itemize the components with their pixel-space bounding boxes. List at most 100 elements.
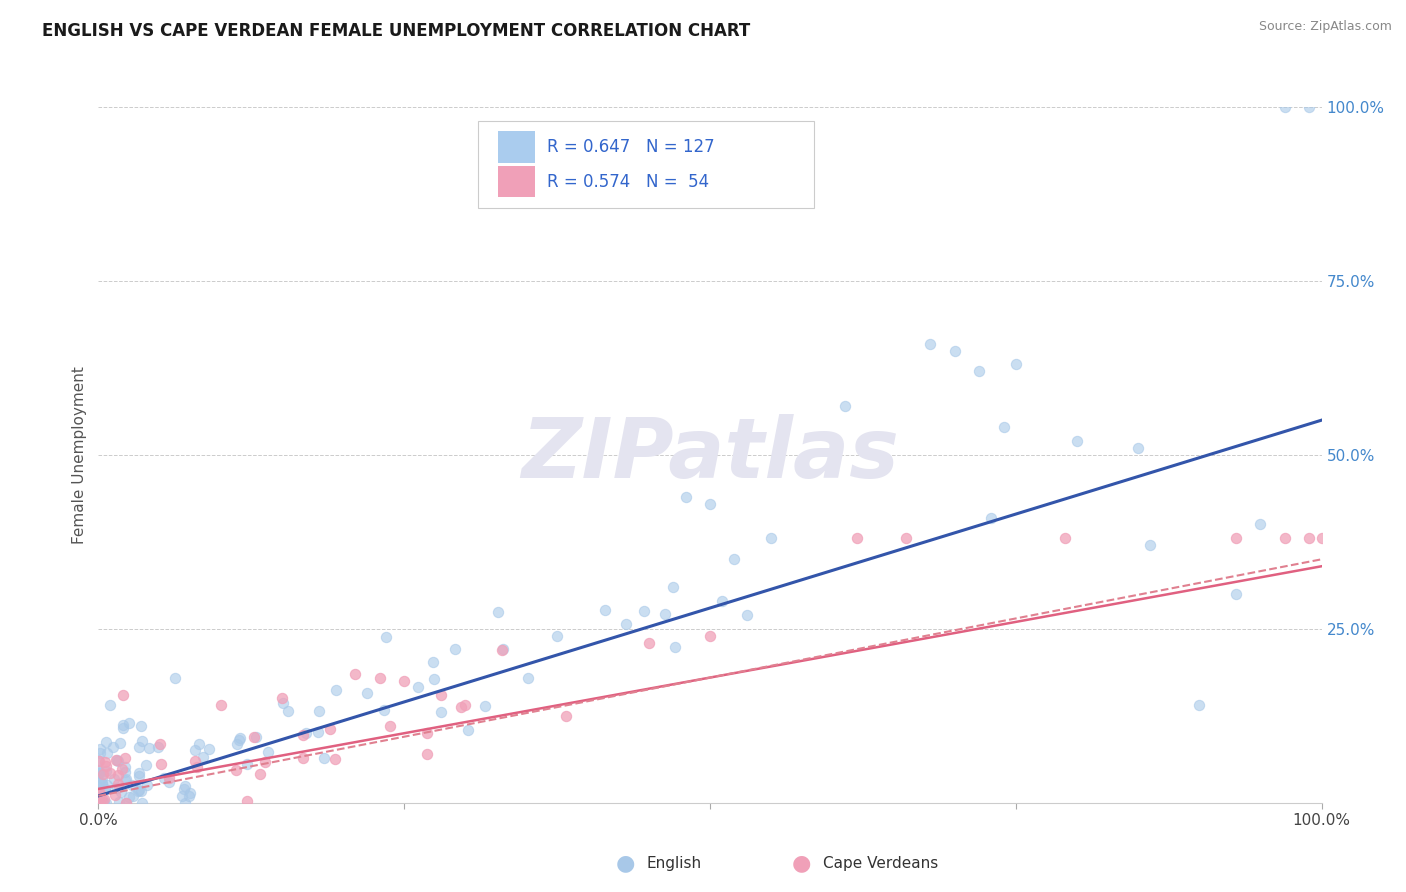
Point — [257, 745, 280, 759]
Point — [474, 698, 496, 713]
Point — [1274, 532, 1296, 546]
Point — [1139, 538, 1161, 552]
Point — [344, 667, 367, 681]
Point — [249, 766, 271, 780]
Point — [96, 747, 118, 761]
Point — [111, 721, 134, 735]
Point — [1053, 532, 1076, 546]
Point — [93, 796, 115, 810]
Point — [423, 673, 446, 687]
Point — [103, 740, 125, 755]
Point — [148, 739, 170, 754]
Point — [236, 794, 259, 808]
Text: ●: ● — [792, 854, 811, 873]
Point — [654, 607, 676, 621]
Point — [406, 680, 429, 694]
Point — [1249, 517, 1271, 532]
Point — [373, 703, 395, 717]
Point — [228, 731, 250, 746]
Point — [89, 747, 111, 761]
Point — [111, 762, 134, 776]
Point — [187, 737, 209, 751]
Point — [87, 786, 110, 800]
Point — [87, 790, 110, 805]
Point — [454, 698, 477, 713]
Point — [226, 738, 249, 752]
Point — [96, 764, 118, 778]
Point — [87, 793, 110, 807]
Point — [711, 594, 734, 608]
Point — [1298, 532, 1320, 546]
Point — [105, 753, 128, 767]
Point — [173, 781, 195, 796]
Point — [633, 604, 655, 618]
Point — [114, 765, 136, 780]
Text: ENGLISH VS CAPE VERDEAN FEMALE UNEMPLOYMENT CORRELATION CHART: ENGLISH VS CAPE VERDEAN FEMALE UNEMPLOYM… — [42, 22, 751, 40]
Point — [96, 778, 118, 792]
Point — [1004, 358, 1026, 372]
Point — [228, 732, 250, 747]
Point — [292, 751, 315, 765]
Bar — [498, 166, 536, 197]
Point — [179, 786, 201, 800]
Point — [270, 691, 294, 706]
Point — [87, 796, 110, 810]
Point — [492, 642, 515, 657]
Point — [235, 757, 257, 772]
Point — [153, 772, 176, 786]
Point — [87, 793, 110, 807]
Point — [87, 765, 110, 780]
Point — [87, 763, 110, 777]
Point — [993, 420, 1015, 434]
Point — [593, 603, 616, 617]
Point — [93, 792, 115, 806]
Point — [87, 764, 110, 778]
Point — [131, 796, 153, 810]
Point — [1225, 532, 1247, 546]
Point — [96, 758, 118, 772]
Point — [735, 607, 758, 622]
Point — [368, 671, 391, 685]
Point — [429, 706, 451, 720]
Text: English: English — [647, 856, 702, 871]
Point — [90, 777, 112, 791]
Point — [121, 789, 143, 803]
Bar — [498, 131, 536, 162]
Point — [378, 719, 401, 733]
Point — [430, 688, 453, 702]
Point — [107, 754, 129, 768]
Point — [546, 629, 568, 643]
Point — [980, 510, 1002, 524]
Point — [114, 772, 136, 786]
Point — [723, 552, 745, 566]
Point — [108, 735, 131, 749]
Point — [356, 686, 378, 700]
Point — [699, 497, 721, 511]
Point — [920, 336, 942, 351]
Point — [108, 795, 131, 809]
Point — [834, 399, 856, 413]
Point — [894, 532, 917, 546]
Point — [128, 769, 150, 783]
Point — [157, 771, 180, 785]
Point — [457, 723, 479, 738]
Point — [225, 764, 247, 778]
Point — [89, 775, 111, 789]
Point — [114, 760, 136, 774]
Point — [105, 781, 128, 796]
Text: R = 0.574   N =  54: R = 0.574 N = 54 — [547, 173, 710, 191]
Point — [392, 674, 416, 689]
Point — [98, 698, 121, 712]
Point — [177, 789, 200, 803]
Point — [107, 777, 129, 791]
Point — [186, 760, 208, 774]
Point — [845, 532, 868, 546]
Point — [138, 741, 160, 756]
Point — [114, 773, 136, 788]
Point — [105, 753, 128, 767]
Point — [699, 629, 721, 643]
Point — [118, 715, 141, 730]
Text: Cape Verdeans: Cape Verdeans — [823, 856, 938, 871]
Point — [93, 796, 115, 810]
Point — [129, 783, 152, 797]
